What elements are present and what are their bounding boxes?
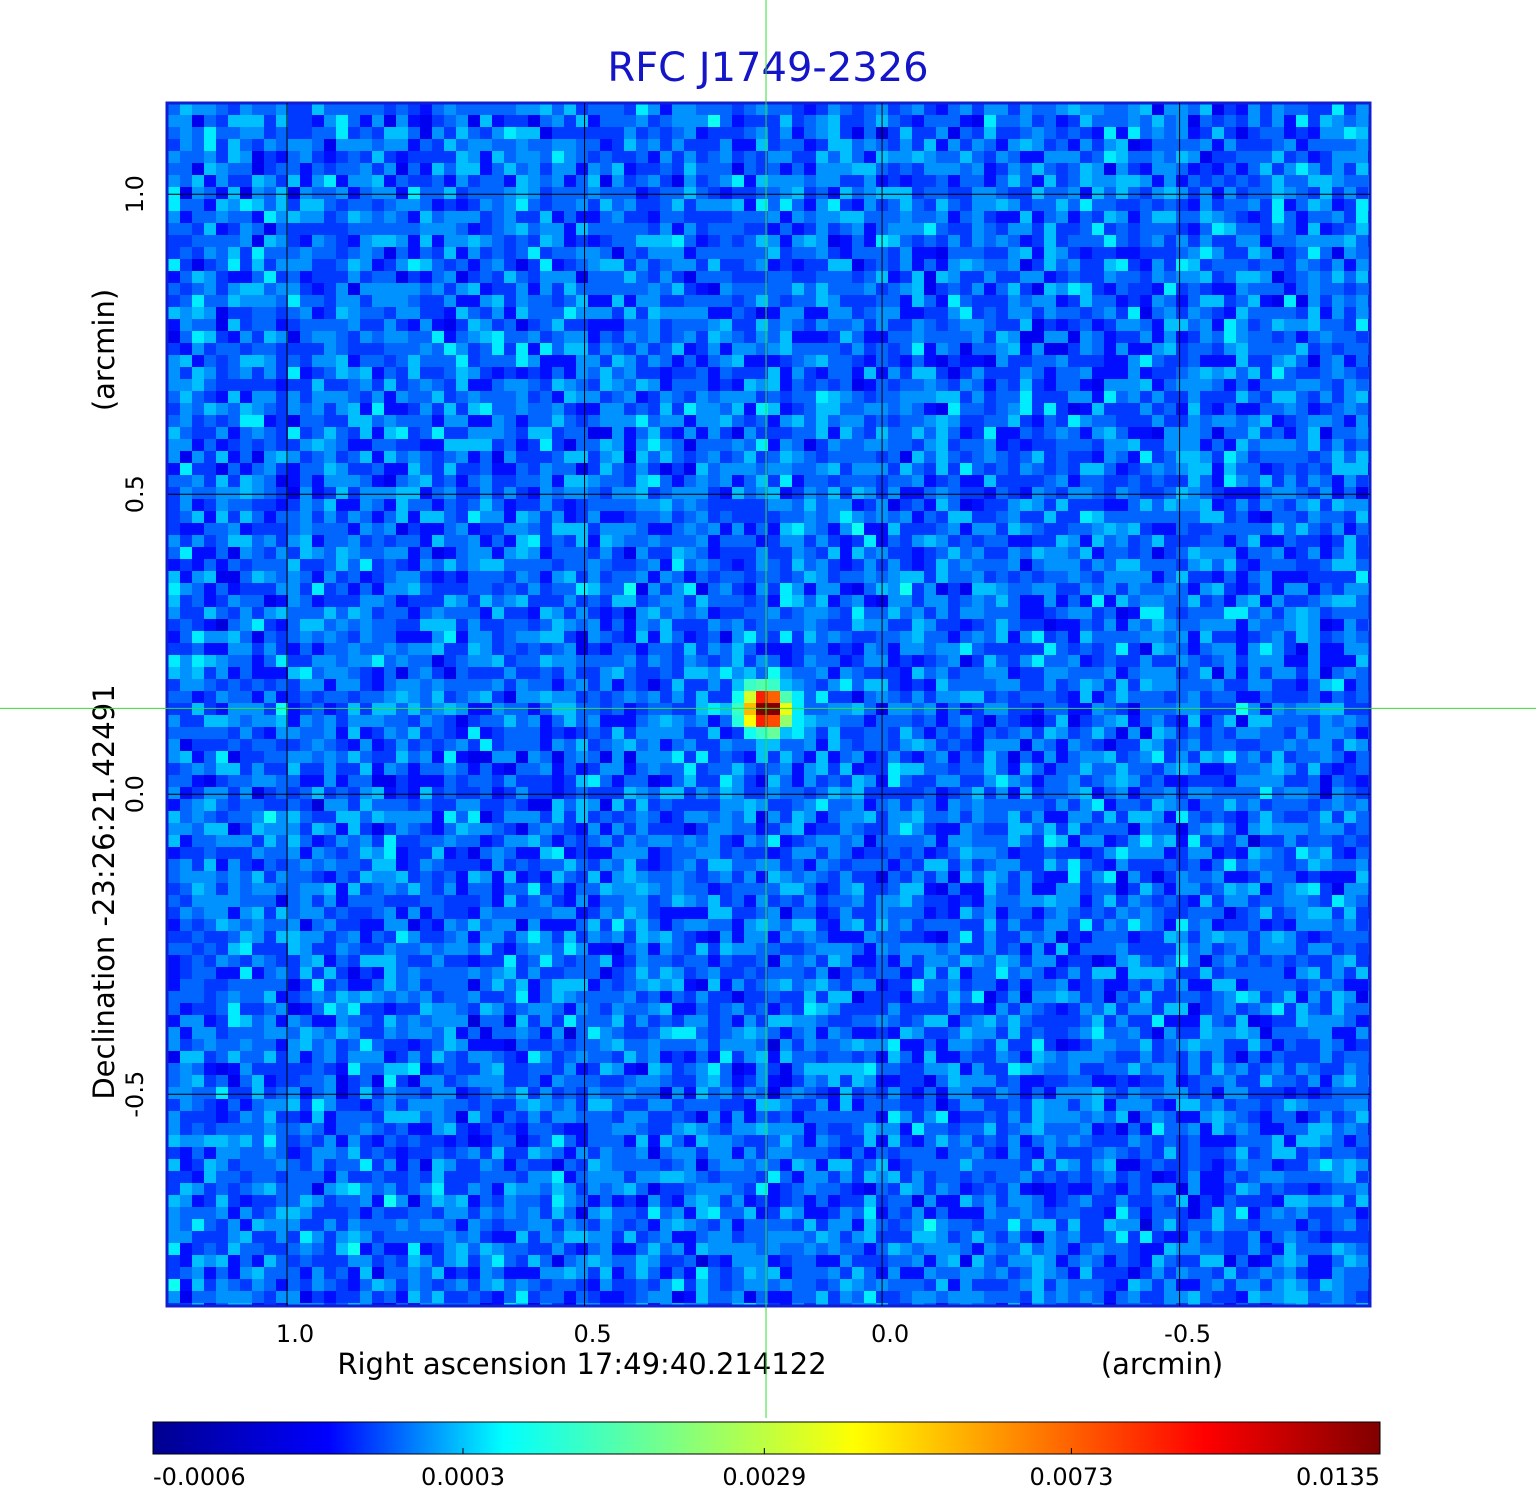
image-pixels <box>768 715 780 727</box>
y-tick-label: 0.5 <box>121 475 149 513</box>
x-tick-label: 0.5 <box>573 1320 611 1348</box>
y-axis-label: Declination -23:26:21.42491 <box>87 684 121 1099</box>
image-pixels <box>768 727 780 739</box>
image <box>168 103 1370 1306</box>
image-pixels <box>732 715 744 727</box>
x-tick-label: -0.5 <box>1164 1320 1211 1348</box>
image-pixels <box>768 703 780 715</box>
frame <box>165 101 1372 1308</box>
colorbar-tick-label: 0.0135 <box>1296 1463 1380 1491</box>
image-pixels <box>168 103 1370 1306</box>
x-tick-label: 0.0 <box>871 1320 909 1348</box>
colorbar-tick-label: 0.0029 <box>722 1463 806 1491</box>
colorbar-tick-label: 0.0073 <box>1029 1463 1113 1491</box>
image-pixels <box>780 703 792 715</box>
x-tick-label: 1.0 <box>276 1320 314 1348</box>
image-pixels <box>744 703 756 715</box>
image-pixels <box>756 691 768 727</box>
y-axis-unit: (arcmin) <box>87 289 121 411</box>
chart-title: RFC J1749-2326 <box>607 45 928 91</box>
colorbar-tick-label: 0.0003 <box>421 1463 505 1491</box>
image-pixels <box>756 703 768 715</box>
image-pixels <box>756 679 792 703</box>
image-pixels <box>168 103 1370 1306</box>
image-pixels <box>780 715 792 727</box>
x-axis-unit: (arcmin) <box>1101 1347 1223 1381</box>
colorbar-tick-label: -0.0006 <box>153 1463 246 1491</box>
image-pixels <box>168 103 1370 1306</box>
y-tick-label: 0.0 <box>121 775 149 813</box>
image-pixels <box>768 691 780 703</box>
y-tick-label: 1.0 <box>121 175 149 213</box>
image-pixels <box>744 715 756 727</box>
y-tick-label: -0.5 <box>121 1071 149 1118</box>
image-pixels <box>168 103 1370 1306</box>
image-pixels <box>168 103 1370 1306</box>
image-pixels <box>744 691 756 703</box>
colorbar <box>152 1421 1381 1455</box>
x-axis-label: Right ascension 17:49:40.214122 <box>337 1347 826 1381</box>
